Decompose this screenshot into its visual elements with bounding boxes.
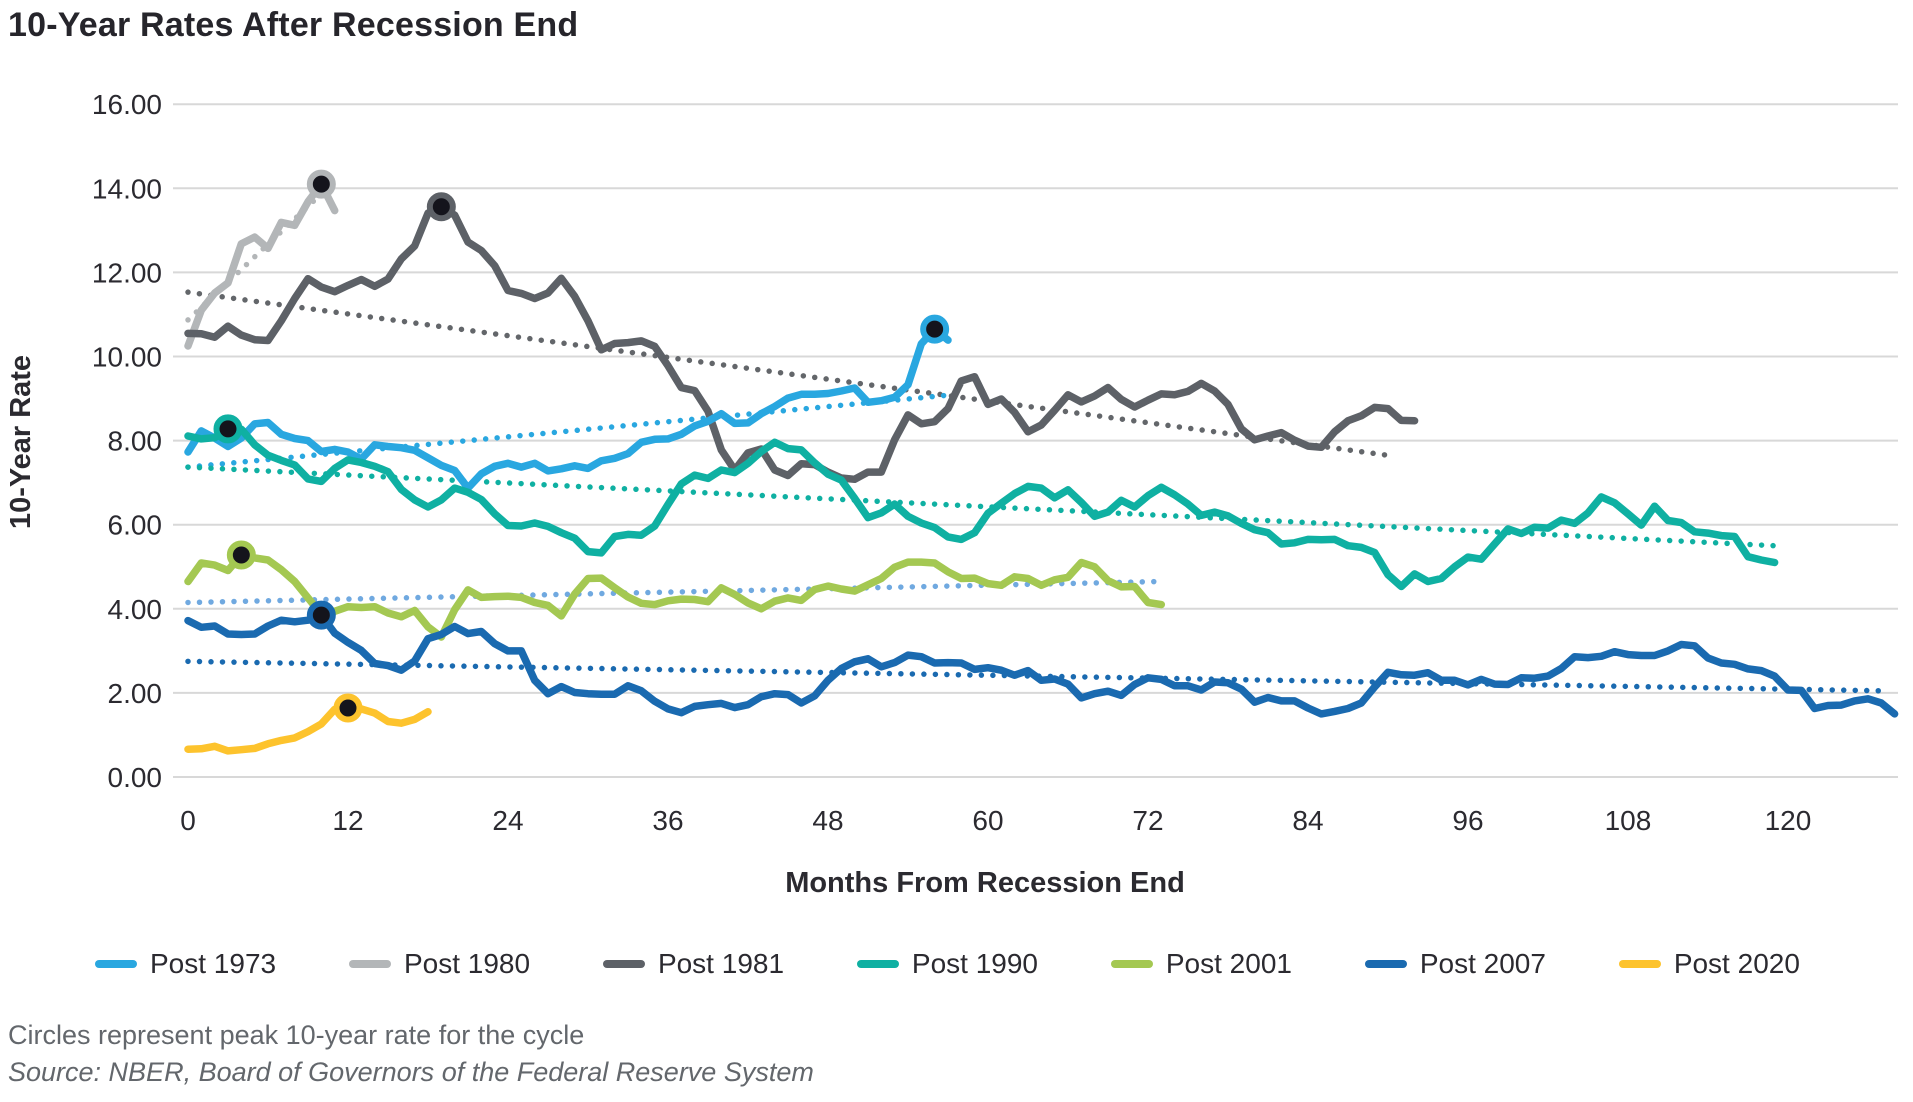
peak-marker-post-1990	[213, 414, 243, 444]
x-tick-label: 84	[1292, 805, 1323, 836]
y-tick-label: 8.00	[108, 426, 163, 457]
chart-legend: Post 1973 Post 1980 Post 1981 Post 1990 Post…	[95, 948, 1800, 980]
x-tick-label: 24	[492, 805, 523, 836]
legend-item-post-1981: Post 1981	[602, 948, 785, 980]
legend-label: Post 1981	[657, 948, 785, 979]
legend-item-post-1980: Post 1980	[348, 948, 531, 980]
series-line-post-1990	[184, 425, 1779, 591]
y-tick-label: 2.00	[108, 678, 163, 709]
legend-swatch-icon	[1618, 960, 1661, 968]
peak-marker-post-2020	[333, 693, 363, 723]
y-tick-label: 0.00	[108, 762, 163, 793]
gridlines-layer	[173, 103, 1898, 778]
y-tick-label: 16.00	[92, 89, 162, 120]
page-title: 10-Year Rates After Recession End	[8, 6, 579, 44]
series-lines-layer	[184, 180, 1899, 755]
legend-swatch-icon	[856, 960, 899, 968]
x-tick-label: 96	[1452, 805, 1483, 836]
y-tick-label: 14.00	[92, 173, 162, 204]
series-line-post-2001	[184, 551, 1166, 641]
source-note: Source: NBER, Board of Governors of the …	[8, 1057, 814, 1087]
x-tick-label: 48	[812, 805, 843, 836]
legend-item-post-2001: Post 2001	[1110, 948, 1292, 980]
x-tick-label: 60	[972, 805, 1003, 836]
legend-label: Post 1990	[911, 948, 1039, 979]
legend-item-post-1973: Post 1973	[95, 948, 276, 980]
series-line-post-1973	[184, 325, 952, 492]
series-line-post-2007	[184, 611, 1899, 718]
legend-label: Post 2020	[1673, 948, 1800, 979]
trendline-post-2001	[185, 578, 1165, 606]
trendline-post-1981	[185, 289, 1391, 459]
x-tick-label: 12	[332, 805, 363, 836]
y-tick-label: 4.00	[108, 594, 163, 625]
legend-label: Post 1973	[150, 948, 277, 979]
peak-marker-post-2007	[306, 600, 336, 630]
y-tick-label: 12.00	[92, 257, 162, 288]
peak-circles-layer	[213, 169, 950, 723]
x-tick-label: 36	[652, 805, 683, 836]
legend-swatch-icon	[348, 960, 391, 968]
y-tick-label: 10.00	[92, 342, 162, 373]
trendlines-layer	[185, 178, 1885, 694]
peak-marker-post-1980	[306, 169, 336, 199]
peak-marker-post-1973	[920, 314, 950, 344]
legend-label: Post 2001	[1165, 948, 1292, 979]
legend-item-post-2020: Post 2020	[1618, 948, 1800, 980]
peak-marker-post-2001	[226, 540, 256, 570]
legend-item-post-1990: Post 1990	[856, 948, 1039, 980]
trendline-post-1973	[185, 392, 951, 470]
x-tick-label: 72	[1132, 805, 1163, 836]
legend-label: Post 1980	[403, 948, 531, 979]
peak-circles-footnote: Circles represent peak 10-year rate for …	[8, 1020, 585, 1050]
y-tick-label: 6.00	[108, 510, 163, 541]
legend-item-post-2007: Post 2007	[1364, 948, 1546, 980]
legend-label: Post 2007	[1419, 948, 1546, 979]
x-tick-label: 108	[1605, 805, 1652, 836]
legend-swatch-icon	[602, 960, 645, 968]
legend-swatch-icon	[1110, 960, 1153, 968]
legend-swatch-icon	[1364, 960, 1407, 968]
legend-swatch-icon	[95, 960, 137, 968]
series-line-post-1980	[184, 180, 339, 350]
x-tick-label: 120	[1765, 805, 1812, 836]
y-axis-title: 10-Year Rate	[5, 355, 37, 529]
peak-marker-post-1981	[426, 192, 456, 222]
series-line-post-2020	[184, 704, 432, 755]
axis-ticks-layer: 16.00 14.00 12.00 10.00 8.00 6.00 4.00 2.00 0.00…	[92, 89, 1811, 836]
x-axis-title: Months From Recession End	[785, 867, 1185, 899]
x-tick-label: 0	[180, 805, 196, 836]
series-line-post-1981	[184, 203, 1419, 484]
